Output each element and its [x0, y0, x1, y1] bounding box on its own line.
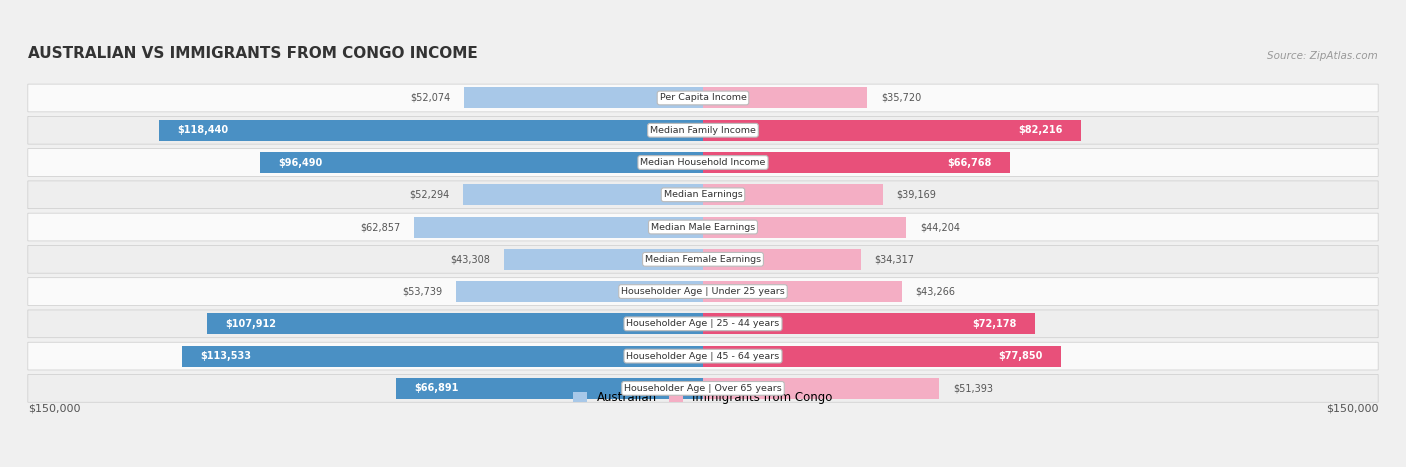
Bar [703, 87, 868, 108]
FancyBboxPatch shape [28, 149, 1378, 177]
Text: Householder Age | 25 - 44 years: Householder Age | 25 - 44 years [627, 319, 779, 328]
Bar [703, 313, 1035, 334]
Text: Median Household Income: Median Household Income [640, 158, 766, 167]
Text: $96,490: $96,490 [278, 157, 322, 168]
Text: Householder Age | Over 65 years: Householder Age | Over 65 years [624, 384, 782, 393]
Text: AUSTRALIAN VS IMMIGRANTS FROM CONGO INCOME: AUSTRALIAN VS IMMIGRANTS FROM CONGO INCO… [28, 46, 478, 61]
Text: Householder Age | Under 25 years: Householder Age | Under 25 years [621, 287, 785, 296]
Bar [703, 281, 901, 302]
Bar [464, 87, 703, 108]
FancyBboxPatch shape [28, 278, 1378, 305]
Bar [703, 184, 883, 205]
FancyBboxPatch shape [28, 342, 1378, 370]
Text: $66,891: $66,891 [415, 383, 458, 393]
Text: Median Family Income: Median Family Income [650, 126, 756, 135]
FancyBboxPatch shape [28, 310, 1378, 338]
Text: $77,850: $77,850 [998, 351, 1042, 361]
Bar [260, 152, 703, 173]
Bar [703, 249, 860, 270]
FancyBboxPatch shape [28, 181, 1378, 209]
Text: $150,000: $150,000 [28, 403, 80, 413]
Text: $62,857: $62,857 [360, 222, 401, 232]
Text: $51,393: $51,393 [953, 383, 993, 393]
Text: $39,169: $39,169 [897, 190, 936, 200]
Bar [159, 120, 703, 141]
Text: Median Female Earnings: Median Female Earnings [645, 255, 761, 264]
Bar [703, 152, 1010, 173]
Bar [395, 378, 703, 399]
Text: $82,216: $82,216 [1018, 125, 1063, 135]
Text: $43,266: $43,266 [915, 287, 956, 297]
Bar [207, 313, 703, 334]
Bar [456, 281, 703, 302]
Text: $150,000: $150,000 [1326, 403, 1378, 413]
Text: $53,739: $53,739 [402, 287, 443, 297]
Text: Source: ZipAtlas.com: Source: ZipAtlas.com [1267, 51, 1378, 61]
Bar [703, 346, 1060, 367]
Text: $66,768: $66,768 [946, 157, 991, 168]
Bar [181, 346, 703, 367]
Bar [703, 378, 939, 399]
FancyBboxPatch shape [28, 246, 1378, 273]
Text: Median Earnings: Median Earnings [664, 190, 742, 199]
Text: $35,720: $35,720 [880, 93, 921, 103]
Text: Per Capita Income: Per Capita Income [659, 93, 747, 102]
Text: $118,440: $118,440 [177, 125, 229, 135]
Bar [703, 217, 905, 238]
Text: Median Male Earnings: Median Male Earnings [651, 223, 755, 232]
Text: Householder Age | 45 - 64 years: Householder Age | 45 - 64 years [627, 352, 779, 361]
FancyBboxPatch shape [28, 213, 1378, 241]
Text: $113,533: $113,533 [200, 351, 250, 361]
Text: $52,074: $52,074 [409, 93, 450, 103]
Bar [415, 217, 703, 238]
Text: $44,204: $44,204 [920, 222, 960, 232]
Text: $34,317: $34,317 [875, 255, 914, 264]
Text: $43,308: $43,308 [450, 255, 491, 264]
Bar [505, 249, 703, 270]
FancyBboxPatch shape [28, 375, 1378, 402]
Text: $52,294: $52,294 [409, 190, 449, 200]
Bar [463, 184, 703, 205]
Text: $107,912: $107,912 [226, 319, 277, 329]
FancyBboxPatch shape [28, 84, 1378, 112]
FancyBboxPatch shape [28, 116, 1378, 144]
Bar [703, 120, 1081, 141]
Legend: Australian, Immigrants from Congo: Australian, Immigrants from Congo [568, 386, 838, 409]
Text: $72,178: $72,178 [972, 319, 1017, 329]
